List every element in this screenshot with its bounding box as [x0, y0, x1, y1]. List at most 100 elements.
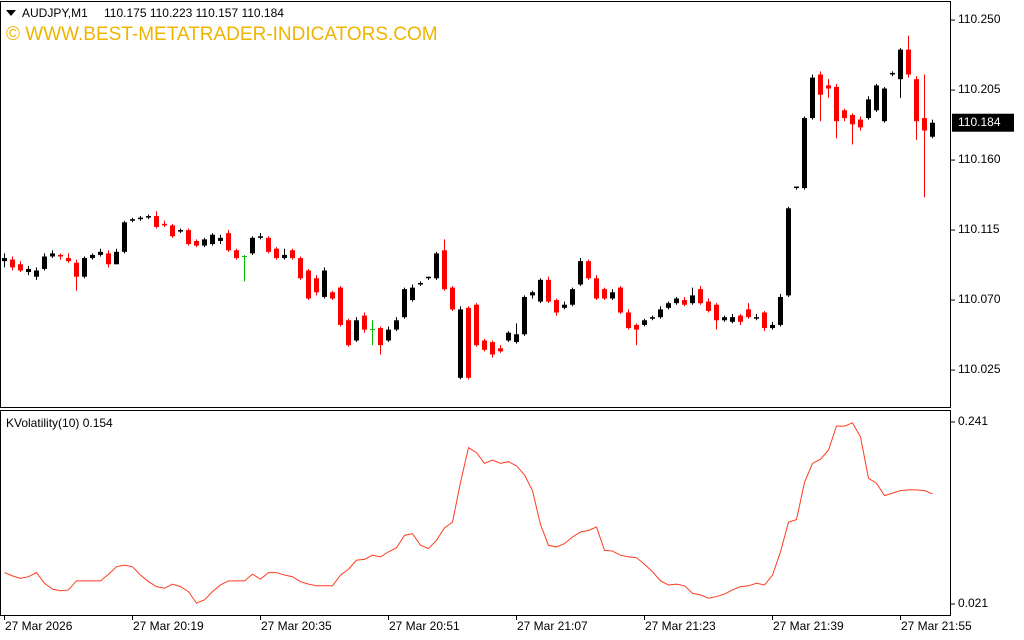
candle-body — [410, 287, 415, 301]
indicator-panel-frame — [0, 410, 951, 616]
chart-title: AUDJPY,M1 — [22, 6, 88, 20]
candle-body — [298, 258, 303, 279]
candle-body — [802, 118, 807, 189]
candle-body — [306, 270, 311, 299]
candle-body — [42, 256, 47, 269]
y-tick-label: 110.115 — [958, 222, 1000, 236]
menu-arrow — [6, 10, 16, 16]
candle-body — [530, 292, 535, 296]
candle-body — [338, 287, 343, 325]
candle-body — [906, 49, 911, 75]
candle-body — [634, 324, 639, 330]
y-tick-label: 110.250 — [958, 12, 1001, 26]
candle-body — [186, 230, 191, 245]
candle-body — [18, 264, 23, 271]
candle-body — [562, 304, 567, 308]
candle-body — [394, 320, 399, 330]
x-tick-label: 27 Mar 21:39 — [773, 619, 844, 633]
candle-body — [506, 332, 511, 341]
x-tick-label: 27 Mar 20:19 — [133, 619, 204, 633]
candle-body — [178, 230, 183, 232]
candle-body — [474, 304, 479, 346]
candle-body — [194, 240, 199, 246]
candle-body — [546, 279, 551, 302]
candle-body — [594, 278, 599, 299]
candle-body — [890, 72, 895, 75]
candle-body — [314, 278, 319, 293]
candle-body — [850, 114, 855, 125]
candle-body — [210, 234, 215, 245]
candle-body — [754, 317, 759, 319]
x-tick-label: 27 Mar 20:51 — [389, 619, 460, 633]
candle-body — [746, 309, 751, 318]
candle-body — [322, 270, 327, 297]
candle-body — [130, 219, 135, 221]
chart-subtitle: 110.175 110.223 110.157 110.184 — [104, 6, 284, 20]
candle-body — [346, 320, 351, 346]
y-tick-label: 110.025 — [958, 362, 1001, 376]
candle-body — [426, 276, 431, 279]
candle-body — [34, 270, 39, 277]
candle-body — [330, 292, 335, 299]
x-tick-label: 27 Mar 21:07 — [517, 619, 588, 633]
candle-body — [378, 328, 383, 346]
candle-body — [554, 300, 559, 313]
candle-body — [738, 315, 743, 322]
candle-body — [674, 298, 679, 304]
candle-body — [498, 348, 503, 352]
candle-body — [74, 262, 79, 277]
candle-body — [170, 225, 175, 237]
candle-body — [898, 49, 903, 80]
candle-body — [874, 85, 879, 111]
x-tick-label: 27 Mar 21:23 — [645, 619, 716, 633]
candle-body — [274, 248, 279, 259]
candle-body — [458, 309, 463, 378]
candle-body — [114, 251, 119, 265]
candle-body — [354, 320, 359, 341]
candle-body — [698, 289, 703, 304]
candle-body — [442, 250, 447, 290]
y-tick-label: 110.070 — [958, 292, 1001, 306]
y-tick-label: 0.241 — [958, 414, 988, 428]
candle-body — [250, 237, 255, 254]
candle-body — [418, 282, 423, 285]
candle-body — [202, 239, 207, 246]
candle-body — [146, 216, 151, 218]
candle-body — [154, 216, 159, 227]
candle-body — [618, 287, 623, 313]
candle-body — [642, 320, 647, 325]
candle-body — [234, 250, 239, 259]
candle-body — [66, 258, 71, 262]
candle-body — [282, 254, 287, 259]
candle-body — [26, 268, 31, 273]
x-tick-label: 27 Mar 20:35 — [261, 619, 332, 633]
candle-body — [626, 312, 631, 329]
candle-body — [98, 251, 103, 255]
candle-body — [810, 77, 815, 119]
candle-body — [570, 289, 575, 305]
candle-body — [386, 329, 391, 341]
candle-body — [58, 254, 63, 257]
indicator-line — [4, 422, 933, 604]
candle-body — [882, 88, 887, 122]
candle-body — [826, 85, 831, 89]
candle-body — [922, 118, 927, 131]
candle-body — [866, 99, 871, 119]
candle-body — [466, 307, 471, 378]
candle-body — [602, 289, 607, 299]
candle-body — [402, 289, 407, 318]
candle-body — [914, 79, 919, 122]
candle-body — [706, 301, 711, 311]
main-panel-frame — [0, 1, 951, 408]
candle-body — [658, 309, 663, 318]
candle-body — [778, 296, 783, 325]
candle-body — [522, 296, 527, 335]
candle-body — [258, 236, 263, 238]
indicator-title: KVolatility(10) 0.154 — [6, 416, 113, 430]
candle-body — [490, 342, 495, 355]
candle-body — [610, 292, 615, 299]
candle-body — [578, 261, 583, 285]
candle-body — [794, 186, 799, 189]
candle-body — [138, 217, 143, 220]
